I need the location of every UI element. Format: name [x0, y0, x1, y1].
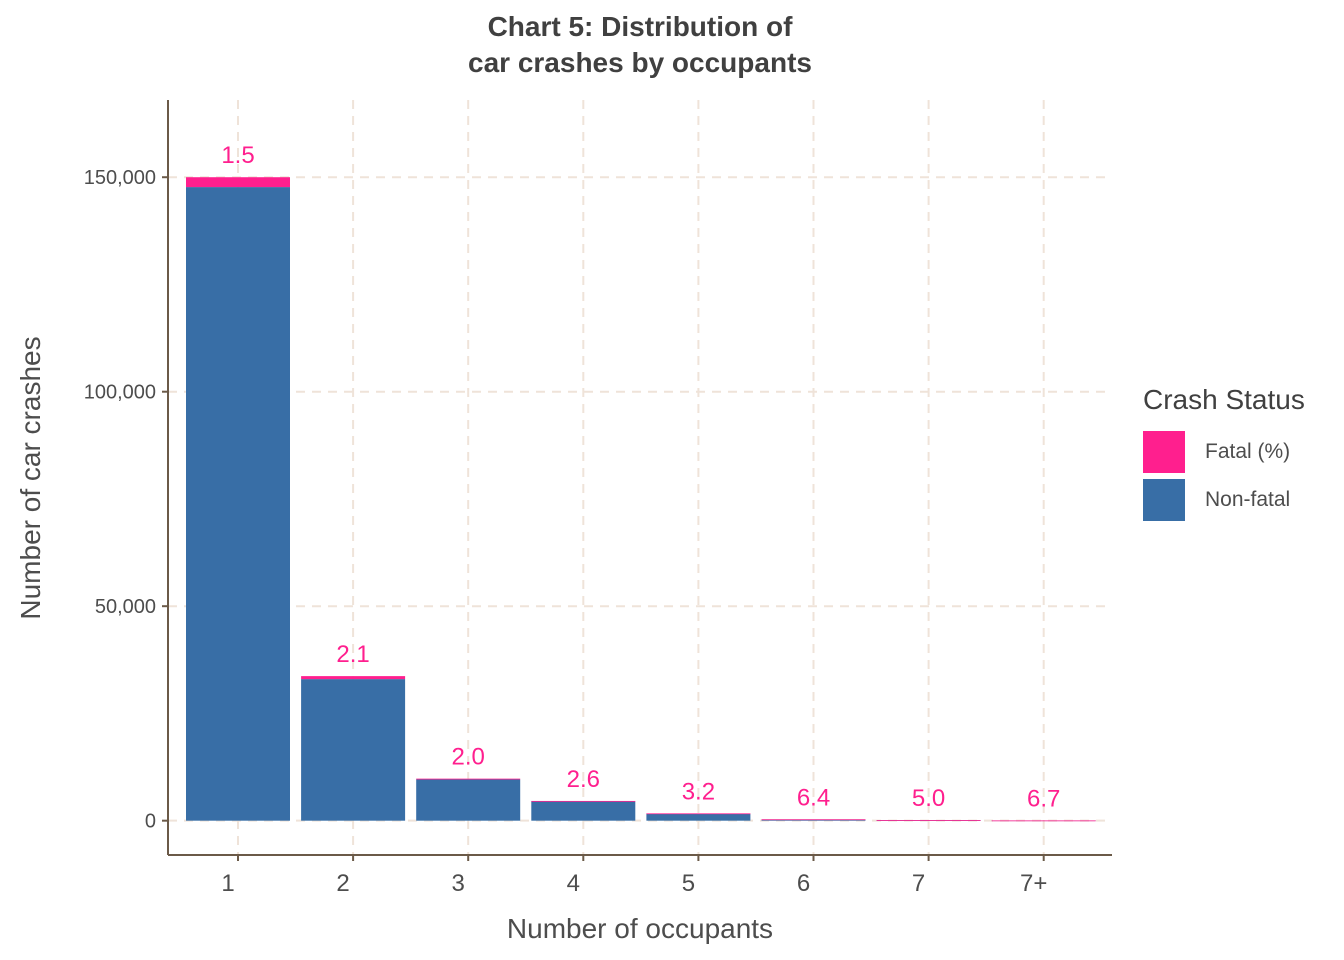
- x-tick-label-3: 3: [452, 870, 465, 897]
- data-label-7+: 6.7: [1027, 785, 1060, 812]
- legend-swatch-fatal: [1143, 431, 1185, 473]
- data-label-6: 6.4: [797, 784, 830, 811]
- bar-fatal-5: [646, 813, 751, 815]
- x-tick-label-1: 1: [221, 870, 234, 897]
- data-label-1: 1.5: [221, 142, 254, 169]
- data-label-5: 3.2: [682, 778, 715, 805]
- legend-label-non-fatal: Non-fatal: [1205, 488, 1291, 511]
- x-tick-label-5: 5: [682, 870, 695, 897]
- x-tick-label-7: 7: [912, 870, 925, 897]
- bar-non-fatal-4: [531, 801, 636, 821]
- legend-swatch-non-fatal: [1143, 479, 1185, 521]
- legend-item-fatal: Fatal (%): [1143, 430, 1305, 474]
- x-tick-label-2: 2: [336, 870, 349, 897]
- y-tick-label-1: 50,000: [95, 596, 156, 618]
- data-label-4: 2.6: [567, 766, 600, 793]
- bar-non-fatal-5: [646, 813, 751, 821]
- x-axis-ticks: 1 2 3 4 5 6 7 7+: [221, 855, 1047, 897]
- chart-title-line-1: Chart 5: Distribution of: [487, 11, 793, 42]
- x-tick-label-6: 6: [797, 870, 810, 897]
- y-axis-ticks: 0 50,000 100,000 150,000: [84, 167, 168, 833]
- x-axis-title: Number of occupants: [507, 913, 773, 944]
- y-tick-label-2: 100,000: [84, 382, 156, 404]
- bars: [186, 177, 1096, 822]
- bar-fatal-4: [531, 800, 636, 802]
- data-label-2: 2.1: [336, 641, 369, 668]
- legend: Crash Status Fatal (%) Non-fatal: [1143, 384, 1305, 526]
- bar-fatal-7: [876, 820, 981, 821]
- data-labels: 1.5 2.1 2.0 2.6 3.2 6.4 5.0 6.7: [221, 142, 1060, 812]
- bar-fatal-7+: [991, 820, 1096, 822]
- legend-title: Crash Status: [1143, 384, 1305, 415]
- data-label-7: 5.0: [912, 785, 945, 812]
- bar-fatal-1: [186, 177, 290, 188]
- y-axis-title: Number of car crashes: [15, 336, 46, 619]
- legend-item-non-fatal: Non-fatal: [1143, 478, 1305, 522]
- bar-fatal-6: [761, 819, 866, 821]
- bar-fatal-3: [416, 778, 521, 780]
- data-label-3: 2.0: [452, 744, 485, 771]
- bar-fatal-2: [301, 676, 406, 680]
- bar-non-fatal-3: [416, 779, 521, 821]
- legend-label-fatal: Fatal (%): [1205, 440, 1291, 463]
- x-tick-label-7+: 7+: [1020, 870, 1047, 897]
- axes: [167, 100, 1112, 856]
- chart-title-line-2: car crashes by occupants: [468, 47, 812, 78]
- y-tick-label-3: 150,000: [84, 167, 156, 189]
- bar-non-fatal-2: [301, 679, 406, 821]
- y-tick-label-0: 0: [145, 811, 156, 833]
- x-tick-label-4: 4: [567, 870, 580, 897]
- bar-non-fatal-1: [186, 187, 290, 821]
